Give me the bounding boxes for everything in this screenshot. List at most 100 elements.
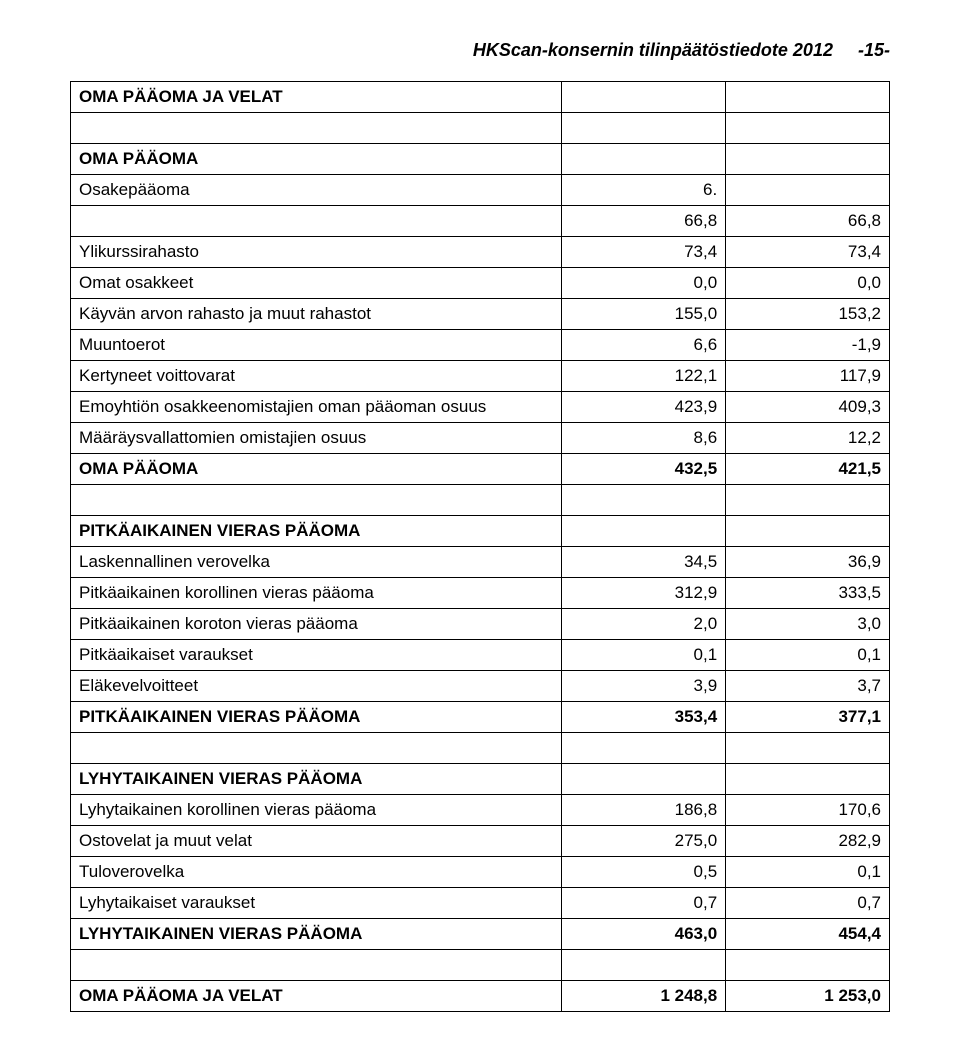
row-label: Tuloverovelka	[71, 857, 562, 888]
row-value-1	[562, 950, 726, 981]
row-value-1: 6.	[562, 175, 726, 206]
table-row	[71, 113, 890, 144]
table-row: Kertyneet voittovarat122,1117,9	[71, 361, 890, 392]
table-row	[71, 950, 890, 981]
row-label: PITKÄAIKAINEN VIERAS PÄÄOMA	[71, 702, 562, 733]
table-row: OMA PÄÄOMA432,5421,5	[71, 454, 890, 485]
row-label	[71, 113, 562, 144]
row-label: Pitkäaikaiset varaukset	[71, 640, 562, 671]
row-value-2: 377,1	[726, 702, 890, 733]
row-value-2	[726, 82, 890, 113]
table-row: OMA PÄÄOMA JA VELAT	[71, 82, 890, 113]
row-value-1: 155,0	[562, 299, 726, 330]
row-value-2: 282,9	[726, 826, 890, 857]
row-label: Käyvän arvon rahasto ja muut rahastot	[71, 299, 562, 330]
row-value-2: 0,1	[726, 640, 890, 671]
document-header: HKScan-konsernin tilinpäätöstiedote 2012…	[70, 40, 890, 61]
financial-table: OMA PÄÄOMA JA VELATOMA PÄÄOMAOsakepääoma…	[70, 81, 890, 1012]
table-row: Määräysvallattomien omistajien osuus8,61…	[71, 423, 890, 454]
row-value-1	[562, 144, 726, 175]
row-label: Muuntoerot	[71, 330, 562, 361]
row-value-2: 117,9	[726, 361, 890, 392]
header-title: HKScan-konsernin tilinpäätöstiedote 2012	[473, 40, 833, 60]
row-value-1: 8,6	[562, 423, 726, 454]
row-value-1: 3,9	[562, 671, 726, 702]
row-value-1	[562, 733, 726, 764]
table-row	[71, 485, 890, 516]
row-label: OMA PÄÄOMA	[71, 144, 562, 175]
row-label: Ostovelat ja muut velat	[71, 826, 562, 857]
row-value-2: 1 253,0	[726, 981, 890, 1012]
row-label: Lyhytaikainen korollinen vieras pääoma	[71, 795, 562, 826]
row-value-2: 0,7	[726, 888, 890, 919]
table-row: Omat osakkeet0,00,0	[71, 268, 890, 299]
row-label: Pitkäaikainen korollinen vieras pääoma	[71, 578, 562, 609]
row-label: Kertyneet voittovarat	[71, 361, 562, 392]
table-row: Pitkäaikaiset varaukset0,10,1	[71, 640, 890, 671]
row-value-2: 333,5	[726, 578, 890, 609]
row-label: PITKÄAIKAINEN VIERAS PÄÄOMA	[71, 516, 562, 547]
row-value-1: 353,4	[562, 702, 726, 733]
row-value-1	[562, 516, 726, 547]
table-row: Muuntoerot6,6-1,9	[71, 330, 890, 361]
row-value-2	[726, 516, 890, 547]
table-row: LYHYTAIKAINEN VIERAS PÄÄOMA	[71, 764, 890, 795]
row-value-1	[562, 113, 726, 144]
table-row: Pitkäaikainen koroton vieras pääoma2,03,…	[71, 609, 890, 640]
row-value-2: 421,5	[726, 454, 890, 485]
row-value-1: 73,4	[562, 237, 726, 268]
row-value-2: 0,0	[726, 268, 890, 299]
row-value-1: 0,7	[562, 888, 726, 919]
header-page-number: -15-	[858, 40, 890, 60]
table-row: Eläkevelvoitteet3,93,7	[71, 671, 890, 702]
row-value-1: 0,0	[562, 268, 726, 299]
row-label: OMA PÄÄOMA	[71, 454, 562, 485]
row-value-2: 12,2	[726, 423, 890, 454]
table-row: Käyvän arvon rahasto ja muut rahastot155…	[71, 299, 890, 330]
row-label: Pitkäaikainen koroton vieras pääoma	[71, 609, 562, 640]
table-row: Emoyhtiön osakkeenomistajien oman pääoma…	[71, 392, 890, 423]
document-page: HKScan-konsernin tilinpäätöstiedote 2012…	[0, 0, 960, 1052]
table-row: PITKÄAIKAINEN VIERAS PÄÄOMA353,4377,1	[71, 702, 890, 733]
row-value-1: 312,9	[562, 578, 726, 609]
row-label: Lyhytaikaiset varaukset	[71, 888, 562, 919]
row-value-1: 0,5	[562, 857, 726, 888]
row-value-1: 34,5	[562, 547, 726, 578]
row-value-1: 2,0	[562, 609, 726, 640]
row-label	[71, 485, 562, 516]
table-row: Ylikurssirahasto73,473,4	[71, 237, 890, 268]
row-value-2	[726, 175, 890, 206]
row-value-1: 275,0	[562, 826, 726, 857]
row-value-1	[562, 764, 726, 795]
row-value-1	[562, 82, 726, 113]
row-value-1: 6,6	[562, 330, 726, 361]
table-row: Pitkäaikainen korollinen vieras pääoma31…	[71, 578, 890, 609]
table-row: LYHYTAIKAINEN VIERAS PÄÄOMA463,0454,4	[71, 919, 890, 950]
table-row: 66,866,8	[71, 206, 890, 237]
row-value-2	[726, 144, 890, 175]
row-value-1: 122,1	[562, 361, 726, 392]
row-value-2: 170,6	[726, 795, 890, 826]
row-value-2	[726, 950, 890, 981]
table-row: OMA PÄÄOMA	[71, 144, 890, 175]
row-value-2: 454,4	[726, 919, 890, 950]
table-row: Osakepääoma6.	[71, 175, 890, 206]
row-label: OMA PÄÄOMA JA VELAT	[71, 82, 562, 113]
table-row	[71, 733, 890, 764]
row-value-1: 186,8	[562, 795, 726, 826]
table-row: PITKÄAIKAINEN VIERAS PÄÄOMA	[71, 516, 890, 547]
row-label: Eläkevelvoitteet	[71, 671, 562, 702]
row-label: Emoyhtiön osakkeenomistajien oman pääoma…	[71, 392, 562, 423]
row-value-2: 3,7	[726, 671, 890, 702]
row-value-2	[726, 485, 890, 516]
row-value-1: 432,5	[562, 454, 726, 485]
row-value-2: 73,4	[726, 237, 890, 268]
row-value-2	[726, 113, 890, 144]
row-label: Ylikurssirahasto	[71, 237, 562, 268]
row-label: LYHYTAIKAINEN VIERAS PÄÄOMA	[71, 919, 562, 950]
row-value-1	[562, 485, 726, 516]
row-label	[71, 950, 562, 981]
row-value-2: 36,9	[726, 547, 890, 578]
row-label: Laskennallinen verovelka	[71, 547, 562, 578]
row-value-1: 1 248,8	[562, 981, 726, 1012]
